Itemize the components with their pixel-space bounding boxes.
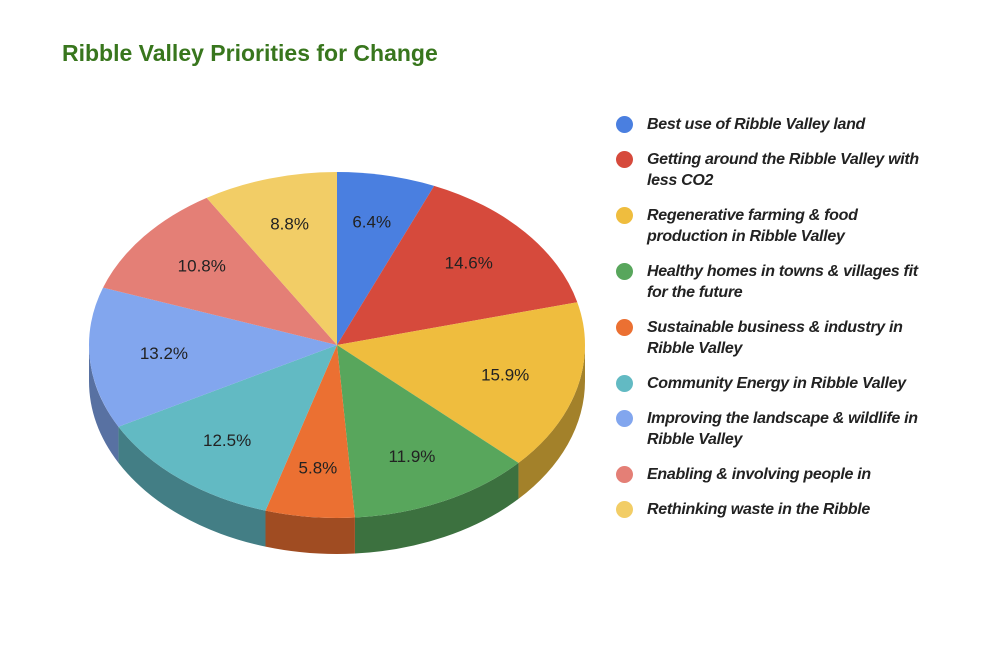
slice-side (354, 462, 519, 554)
value-label: 11.9% (388, 447, 435, 466)
legend-swatch (616, 466, 633, 483)
value-label: 14.6% (445, 253, 493, 272)
legend-swatch (616, 319, 633, 336)
slice-side (518, 345, 585, 499)
legend-label: Healthy homes in towns & villages fit fo… (647, 263, 918, 301)
value-label: 13.2% (140, 344, 188, 363)
legend-item: Regenerative farming & food production i… (616, 205, 936, 247)
slice (265, 345, 355, 518)
legend-swatch (616, 151, 633, 168)
value-label: 5.8% (299, 458, 338, 477)
legend: Best use of Ribble Valley land Getting ar… (616, 114, 936, 534)
value-label: 10.8% (178, 256, 226, 275)
legend-swatch (616, 207, 633, 224)
legend-item: Rethinking waste in the Ribble (616, 499, 936, 520)
legend-label: Community Energy in Ribble Valley (647, 375, 906, 392)
legend-swatch (616, 410, 633, 427)
value-label: 15.9% (481, 365, 529, 384)
slice (337, 345, 519, 518)
slice (88, 287, 337, 427)
value-label: 8.8% (270, 215, 309, 234)
slice (118, 345, 337, 511)
slice (337, 302, 585, 463)
legend-label: Sustainable business & industry in Ribbl… (647, 319, 903, 357)
legend-item: Improving the landscape & wildlife in Ri… (616, 408, 936, 450)
slice (103, 197, 337, 345)
legend-label: Rethinking waste in the Ribble (647, 501, 871, 518)
legend-item: Sustainable business & industry in Ribbl… (616, 317, 936, 359)
legend-label: Regenerative farming & food production i… (647, 207, 858, 245)
legend-label: Enabling & involving people in (647, 466, 871, 483)
chart-title: Ribble Valley Priorities for Change (62, 40, 438, 66)
legend-item: Best use of Ribble Valley land (616, 114, 936, 135)
slice (206, 172, 337, 345)
value-label: 6.4% (352, 212, 391, 231)
slice-side (265, 510, 355, 554)
legend-swatch (616, 501, 633, 518)
legend-label: Getting around the Ribble Valley with le… (647, 151, 919, 189)
value-label: 12.5% (203, 431, 251, 450)
legend-swatch (616, 116, 633, 133)
legend-label: Improving the landscape & wildlife in Ri… (647, 410, 918, 448)
slice (337, 172, 435, 345)
legend-swatch (616, 263, 633, 280)
legend-swatch (616, 375, 633, 392)
slice-side (89, 345, 119, 463)
legend-item: Enabling & involving people in (616, 464, 936, 485)
legend-item: Healthy homes in towns & villages fit fo… (616, 261, 936, 303)
legend-label: Best use of Ribble Valley land (647, 116, 866, 133)
slice-side (118, 426, 266, 547)
legend-item: Getting around the Ribble Valley with le… (616, 149, 936, 191)
slice (337, 185, 578, 345)
legend-item: Community Energy in Ribble Valley (616, 373, 936, 394)
